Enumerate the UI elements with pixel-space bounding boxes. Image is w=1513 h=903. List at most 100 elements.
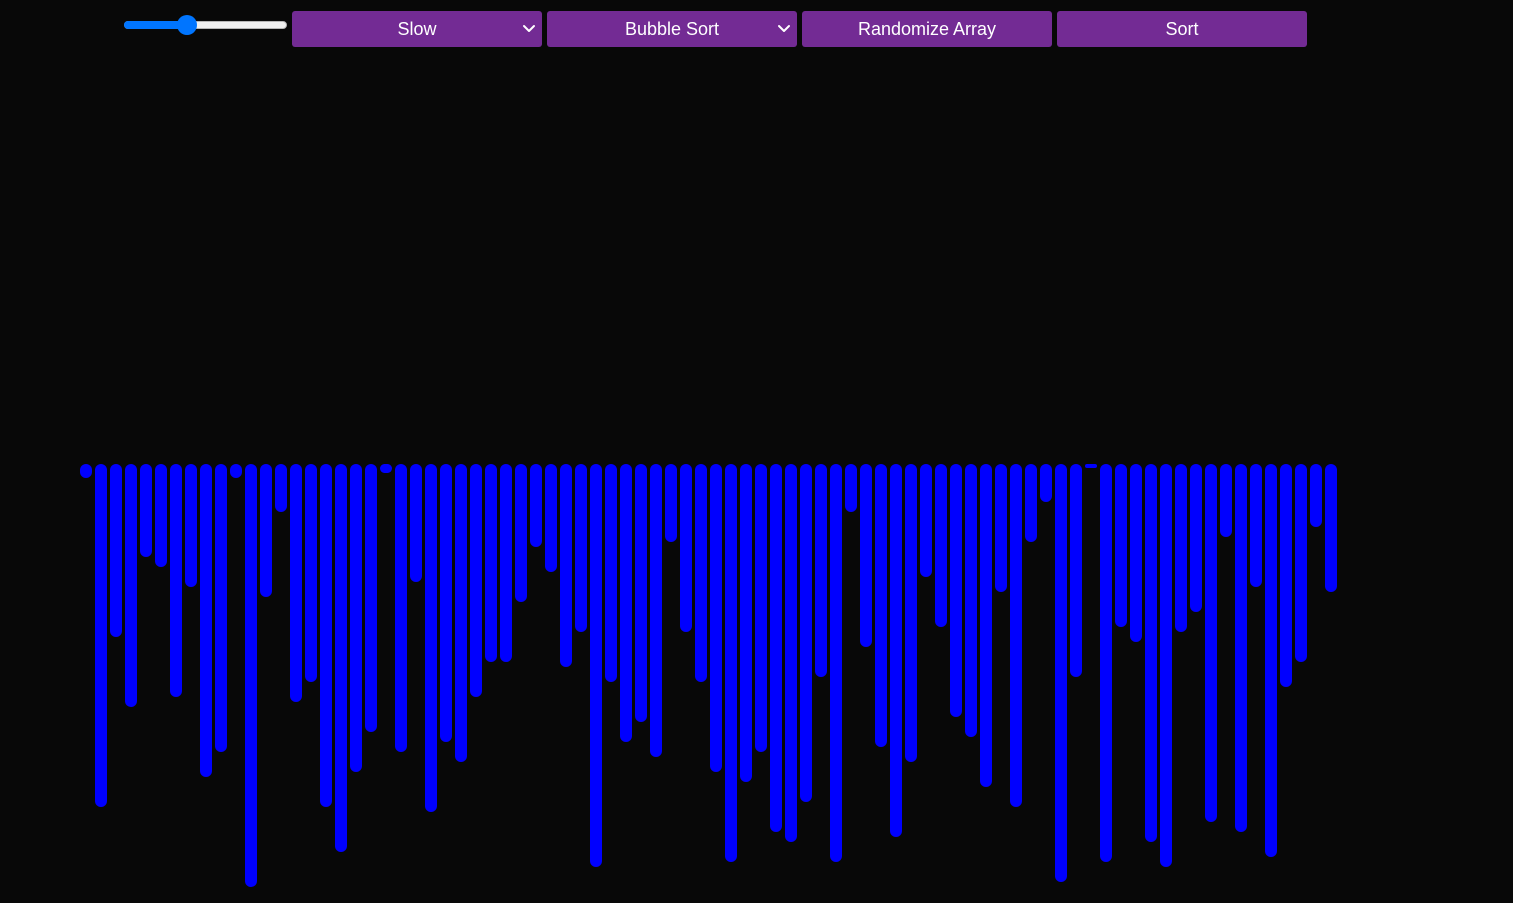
array-bar [320,464,332,807]
array-bar [590,464,602,867]
array-bar [1175,464,1187,632]
speed-select[interactable]: Slow [292,11,542,47]
array-bar [890,464,902,837]
speed-select-value: Slow [397,19,437,39]
array-bar [455,464,467,762]
array-bar [185,464,197,587]
array-bar [440,464,452,742]
array-bar [500,464,512,662]
array-bar [830,464,842,862]
array-bar [1310,464,1322,527]
array-bar [95,464,107,807]
array-bar [530,464,542,547]
array-bar [980,464,992,787]
algorithm-select-value: Bubble Sort [624,19,720,39]
array-bar [965,464,977,737]
array-bar [485,464,497,662]
array-bar [575,464,587,632]
array-bar [605,464,617,682]
array-bar [995,464,1007,592]
array-bar [365,464,377,732]
array-bar [725,464,737,862]
array-bar [410,464,422,582]
array-bar [1250,464,1262,587]
array-bar [710,464,722,772]
array-bar [1100,464,1112,862]
array-bar [275,464,287,512]
array-bar [1160,464,1172,867]
sort-button[interactable]: Sort [1057,11,1307,47]
slider-fill [124,21,187,29]
array-bar [1190,464,1202,612]
array-bar [620,464,632,742]
array-bar [1025,464,1037,542]
array-bar [950,464,962,717]
chevron-down-icon [777,11,791,47]
slider-thumb[interactable] [176,15,197,35]
array-bar [200,464,212,777]
array-bar [305,464,317,682]
array-bar [350,464,362,772]
array-bar [1010,464,1022,807]
array-bar [290,464,302,702]
array-bar [110,464,122,637]
randomize-array-button[interactable]: Randomize Array [802,11,1052,47]
array-bar [845,464,857,512]
chevron-down-icon [522,11,536,47]
array-bar [1295,464,1307,662]
array-bar [470,464,482,697]
array-bar [140,464,152,557]
array-bar [545,464,557,572]
array-bar [875,464,887,747]
array-bar [1070,464,1082,677]
array-bar [1205,464,1217,822]
array-bar [665,464,677,542]
array-bar [695,464,707,682]
array-bar [125,464,137,707]
array-bar [815,464,827,677]
array-bar [230,464,242,478]
sort-label: Sort [1165,19,1199,39]
algorithm-select[interactable]: Bubble Sort [547,11,797,47]
array-bar [425,464,437,812]
array-bar [650,464,662,757]
array-bar [755,464,767,752]
array-bar [935,464,947,627]
array-bar [245,464,257,887]
array-bar [170,464,182,697]
array-bar [785,464,797,842]
array-bar [260,464,272,597]
array-bar [1145,464,1157,842]
array-bar [905,464,917,762]
array-bar [635,464,647,722]
array-bar [680,464,692,632]
array-bar [770,464,782,832]
array-bar [515,464,527,602]
array-bar [1235,464,1247,832]
array-bar [215,464,227,752]
toolbar: Slow Bubble Sort Randomize Array Sort [0,0,1513,60]
array-bar [1055,464,1067,882]
array-bar [920,464,932,577]
array-bar [860,464,872,647]
array-bar [1325,464,1337,592]
randomize-array-label: Randomize Array [857,19,997,39]
array-bar [1040,464,1052,502]
array-bar [1115,464,1127,627]
array-bar [395,464,407,752]
array-bar [1220,464,1232,537]
array-bar [800,464,812,802]
array-bar [335,464,347,852]
array-bar [80,464,92,478]
speed-slider[interactable] [124,14,287,36]
array-bar [560,464,572,667]
array-bar [380,464,392,473]
array-bar [1280,464,1292,687]
array-bar [740,464,752,782]
array-bar [155,464,167,567]
array-bar [1265,464,1277,857]
array-bar [1130,464,1142,642]
array-bar [1085,464,1097,468]
